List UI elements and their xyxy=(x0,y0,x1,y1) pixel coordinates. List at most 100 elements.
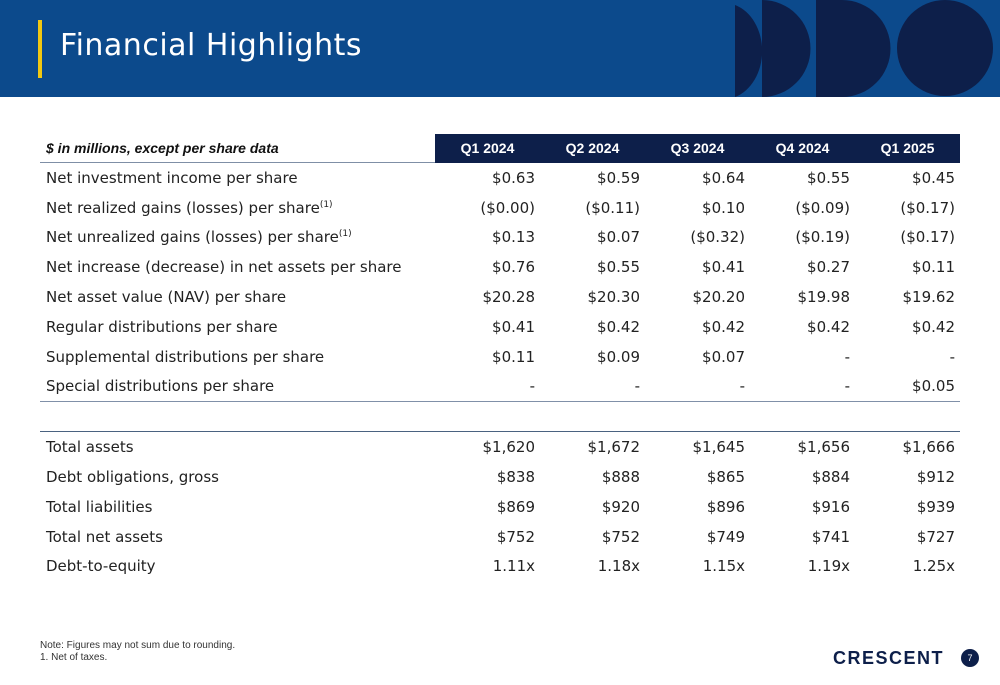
cell-value: $0.42 xyxy=(912,317,955,336)
cell-value: $0.05 xyxy=(855,371,960,403)
table-row: Total assets $1,620 $1,672 $1,645 $1,656… xyxy=(40,432,960,462)
cell-value: $0.27 xyxy=(807,258,850,277)
table-row: Regular distributions per share $0.41 $0… xyxy=(40,312,960,342)
cell-value: $920 xyxy=(601,497,640,516)
cell-value: - xyxy=(435,371,540,403)
column-header-label: $ in millions, except per share data xyxy=(40,134,435,163)
table-row: Debt-to-equity 1.11x 1.18x 1.15x 1.19x 1… xyxy=(40,552,960,582)
cell-value: 1.11x xyxy=(492,557,535,576)
cell-value: $727 xyxy=(916,527,955,546)
cell-value: $752 xyxy=(496,527,535,546)
cell-value: - xyxy=(844,347,850,366)
cell-value: $0.09 xyxy=(597,347,640,366)
cell-value: 1.18x xyxy=(597,557,640,576)
cell-value: ($0.32) xyxy=(690,228,745,247)
footnote: Note: Figures may not sum due to roundin… xyxy=(40,640,236,651)
row-label: Net asset value (NAV) per share xyxy=(46,288,287,307)
cell-value: 1.19x xyxy=(807,557,850,576)
table-row: Net increase (decrease) in net assets pe… xyxy=(40,252,960,282)
column-header: Q1 2024 xyxy=(435,134,540,163)
cell-value: $0.41 xyxy=(702,258,745,277)
row-label: Total liabilities xyxy=(46,497,153,516)
page-title: Financial Highlights xyxy=(60,28,362,63)
page-number-badge: 7 xyxy=(961,649,979,667)
row-label: Regular distributions per share xyxy=(46,317,278,336)
cell-value: $741 xyxy=(811,527,850,546)
cell-value: $19.98 xyxy=(797,288,851,307)
row-label: Net increase (decrease) in net assets pe… xyxy=(46,258,402,277)
cell-value: $869 xyxy=(496,497,535,516)
cell-value: $0.42 xyxy=(702,317,745,336)
column-header: Q3 2024 xyxy=(645,134,750,163)
header-banner: Financial Highlights xyxy=(0,0,1000,97)
row-label: Debt-to-equity xyxy=(46,557,156,576)
cell-value: $916 xyxy=(811,497,850,516)
cell-value: $0.07 xyxy=(702,347,745,366)
row-label: Supplemental distributions per share xyxy=(46,347,325,366)
cell-value: ($0.00) xyxy=(480,198,535,217)
cell-value: - xyxy=(949,347,955,366)
row-label: Net realized gains (losses) per share(1) xyxy=(46,198,333,217)
cell-value: $752 xyxy=(601,527,640,546)
cell-value: $0.42 xyxy=(597,317,640,336)
cell-value: $0.55 xyxy=(807,168,850,187)
cell-value: $20.30 xyxy=(587,288,641,307)
cell-value: $0.07 xyxy=(597,228,640,247)
cell-value: ($0.17) xyxy=(900,228,955,247)
cell-value: $0.11 xyxy=(912,258,955,277)
cell-value: $20.28 xyxy=(482,288,536,307)
crescent-logo: CRESCENT xyxy=(833,648,945,668)
column-header: Q2 2024 xyxy=(540,134,645,163)
table-row: Total net assets $752 $752 $749 $741 $72… xyxy=(40,522,960,552)
cell-value: $0.10 xyxy=(702,198,745,217)
cell-value: - xyxy=(750,371,855,403)
table-row: Supplemental distributions per share $0.… xyxy=(40,342,960,372)
row-label: Net investment income per share xyxy=(46,168,298,187)
cell-value: $0.63 xyxy=(492,168,535,187)
cell-value: $0.76 xyxy=(492,258,535,277)
section-divider xyxy=(40,401,960,433)
cell-value: $0.45 xyxy=(912,168,955,187)
cell-value: $0.64 xyxy=(702,168,745,187)
row-label: Special distributions per share xyxy=(40,371,435,403)
cell-value: $0.11 xyxy=(492,347,535,366)
column-header: Q1 2025 xyxy=(855,134,960,163)
row-label: Debt obligations, gross xyxy=(46,468,219,487)
cell-value: $884 xyxy=(811,468,850,487)
cell-value: $865 xyxy=(706,468,745,487)
decorative-shapes xyxy=(735,0,993,97)
cell-value: $749 xyxy=(706,527,745,546)
table-row: Net investment income per share $0.63 $0… xyxy=(40,163,960,193)
cell-value: $1,656 xyxy=(797,438,851,457)
row-label: Total net assets xyxy=(46,527,163,546)
cell-value: $20.20 xyxy=(692,288,746,307)
cell-value: ($0.09) xyxy=(795,198,850,217)
cell-value: ($0.11) xyxy=(585,198,640,217)
cell-value: 1.25x xyxy=(912,557,955,576)
cell-value: 1.15x xyxy=(702,557,745,576)
cell-value: $939 xyxy=(916,497,955,516)
cell-value: $838 xyxy=(496,468,535,487)
footnotes: Note: Figures may not sum due to roundin… xyxy=(40,640,235,664)
cell-value: - xyxy=(645,371,750,403)
cell-value: $1,672 xyxy=(587,438,641,457)
cell-value: $896 xyxy=(706,497,745,516)
cell-value: $0.42 xyxy=(807,317,850,336)
cell-value: $0.13 xyxy=(492,228,535,247)
cell-value: $0.59 xyxy=(597,168,640,187)
cell-value: $1,620 xyxy=(482,438,536,457)
table-row: Debt obligations, gross $838 $888 $865 $… xyxy=(40,462,960,492)
table-row: Net asset value (NAV) per share $20.28 $… xyxy=(40,282,960,312)
table-row: Net realized gains (losses) per share(1)… xyxy=(40,193,960,223)
table-row: Net unrealized gains (losses) per share(… xyxy=(40,223,960,253)
financial-table: $ in millions, except per share data Q1 … xyxy=(40,134,960,581)
cell-value: $888 xyxy=(601,468,640,487)
cell-value: $1,666 xyxy=(902,438,956,457)
table-row: Total liabilities $869 $920 $896 $916 $9… xyxy=(40,492,960,522)
table-header-row: $ in millions, except per share data Q1 … xyxy=(40,134,960,163)
cell-value: ($0.19) xyxy=(795,228,850,247)
row-label: Net unrealized gains (losses) per share(… xyxy=(46,228,352,247)
row-label: Total assets xyxy=(46,438,134,457)
footnote: 1. Net of taxes. xyxy=(40,652,108,663)
column-header: Q4 2024 xyxy=(750,134,855,163)
